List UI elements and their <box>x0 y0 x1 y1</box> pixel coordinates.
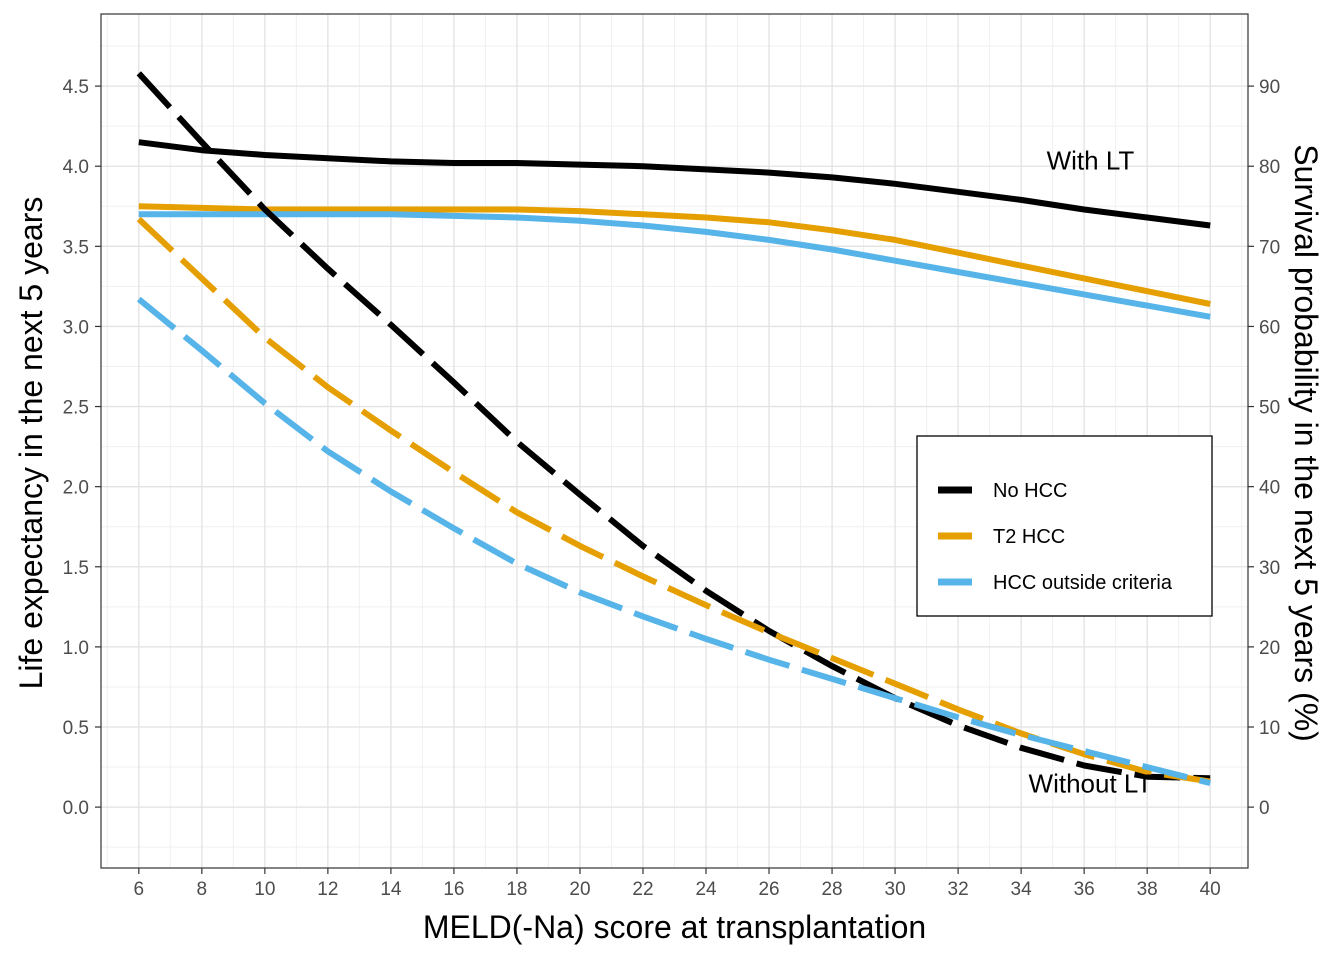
x-tick-label: 14 <box>380 879 402 900</box>
y2-tick-label: 10 <box>1259 718 1280 739</box>
y2-tick-label: 20 <box>1259 638 1280 659</box>
y-tick-label: 1.0 <box>63 638 89 659</box>
line-with-lt-hcc-outside-criteria <box>138 211 1211 320</box>
x-tick-label: 24 <box>695 879 717 900</box>
y2-tick-label: 70 <box>1259 237 1280 258</box>
x-tick-label: 8 <box>197 879 208 900</box>
y-tick-label: 4.5 <box>63 77 89 98</box>
x-tick-label: 36 <box>1074 879 1095 900</box>
x-tick-label: 38 <box>1137 879 1158 900</box>
line-with-lt-no-hcc <box>138 139 1211 229</box>
minor-grid <box>101 14 1248 868</box>
y2-tick-label: 0 <box>1259 798 1270 819</box>
y2-tick-label: 90 <box>1259 77 1280 98</box>
x-tick-label: 34 <box>1011 879 1033 900</box>
x-tick-label: 10 <box>254 879 275 900</box>
y-axis-right: 0 10 20 30 40 50 60 70 80 90 <box>1248 77 1280 819</box>
x-tick-label: 32 <box>948 879 969 900</box>
y-axis-left: 0.0 0.5 1.0 1.5 2.0 2.5 3.0 3.5 4.0 4.5 <box>63 77 101 819</box>
y2-axis-title: Survival probability in the next 5 years… <box>1288 144 1324 742</box>
series-lines <box>136 71 1211 787</box>
annotation-with-lt: With LT <box>1047 145 1135 175</box>
legend-label: T2 HCC <box>993 526 1065 548</box>
y2-tick-label: 50 <box>1259 398 1280 419</box>
x-tick-label: 16 <box>443 879 464 900</box>
legend-label: HCC outside criteria <box>993 572 1173 594</box>
legend-box <box>916 435 1213 617</box>
line-without-lt-hcc-outside-criteria <box>136 296 1211 787</box>
x-tick-label: 6 <box>134 879 145 900</box>
y-axis-title: Life expectancy in the next 5 years <box>13 197 49 690</box>
y-tick-label: 1.5 <box>63 558 89 579</box>
x-tick-label: 30 <box>885 879 906 900</box>
line-without-lt-no-hcc <box>136 71 1211 782</box>
line-with-lt-t2-hcc <box>138 203 1211 307</box>
y-tick-label: 0.0 <box>63 798 89 819</box>
y-tick-label: 0.5 <box>63 718 89 739</box>
y-tick-label: 2.0 <box>63 478 89 499</box>
y-tick-label: 3.0 <box>63 317 89 338</box>
y2-tick-label: 60 <box>1259 317 1280 338</box>
y2-tick-label: 30 <box>1259 558 1280 579</box>
x-axis-title: MELD(-Na) score at transplantation <box>423 909 926 945</box>
panel-border <box>100 13 1249 869</box>
x-tick-label: 22 <box>632 879 653 900</box>
legend: No HCC T2 HCC HCC outside criteria <box>916 435 1213 617</box>
x-tick-label: 28 <box>821 879 842 900</box>
x-tick-label: 18 <box>506 879 527 900</box>
x-tick-label: 26 <box>758 879 779 900</box>
legend-label: No HCC <box>993 480 1067 502</box>
y2-tick-label: 40 <box>1259 478 1280 499</box>
y-tick-label: 3.5 <box>63 237 89 258</box>
annotation-without-lt: Without LT <box>1029 769 1153 799</box>
x-tick-label: 40 <box>1200 879 1221 900</box>
y-tick-label: 4.0 <box>63 157 89 178</box>
x-tick-label: 20 <box>569 879 590 900</box>
annotations: With LT Without LT <box>1029 145 1153 798</box>
x-tick-label: 12 <box>317 879 338 900</box>
y2-tick-label: 80 <box>1259 157 1280 178</box>
y-tick-label: 2.5 <box>63 398 89 419</box>
x-axis: 6 8 10 12 14 16 18 20 22 24 26 28 30 32 34 36 38 40 <box>134 868 1221 900</box>
